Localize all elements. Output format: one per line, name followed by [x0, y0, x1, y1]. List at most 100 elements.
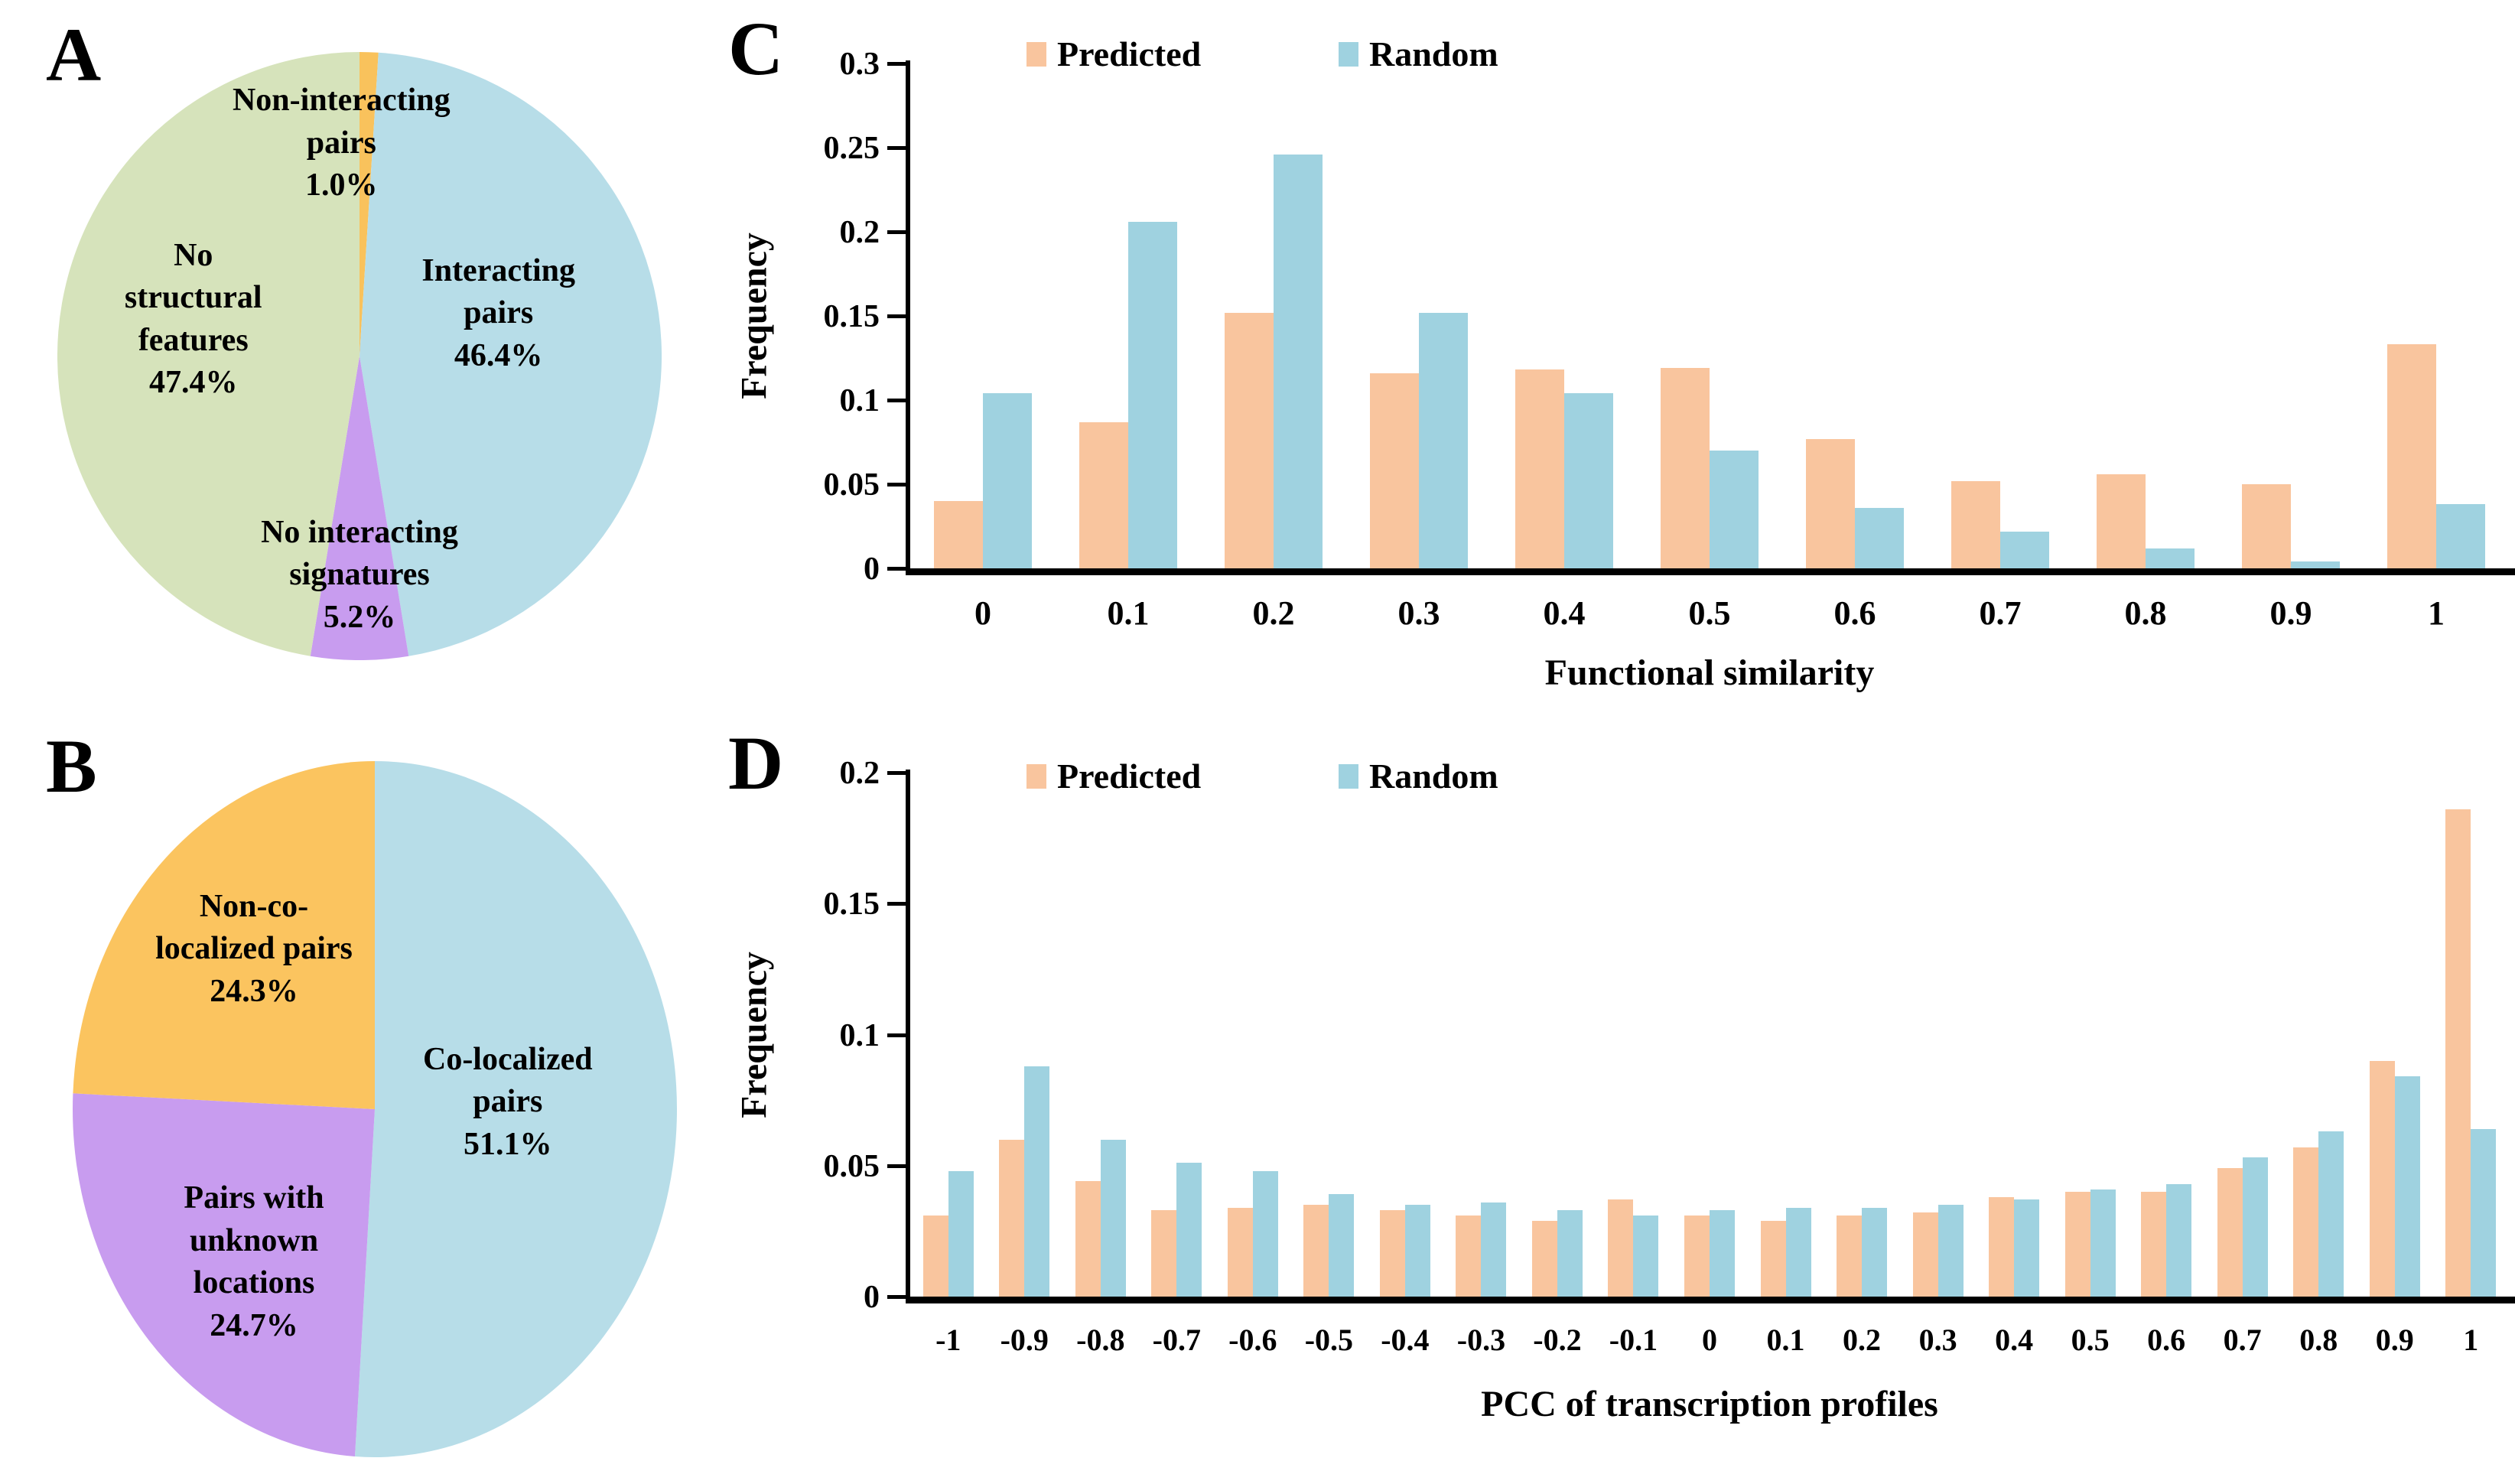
- bar-random-1: [2436, 504, 2485, 568]
- bar-predicted-0-6: [1806, 438, 1855, 568]
- legend-label-random: Random: [1369, 757, 1498, 796]
- pie-label-line: pairs: [473, 1084, 543, 1120]
- bar-random-0-1: [1128, 221, 1177, 568]
- pie-label-no-interacting-signatures-5-2: No interacting signatures 5.2%: [261, 512, 458, 639]
- panel-label-d: D: [728, 721, 784, 805]
- x-tick-label: 0.4: [1543, 594, 1586, 632]
- x-tick-label: 0: [1702, 1323, 1717, 1357]
- x-tick-label: 0: [974, 594, 991, 632]
- x-tick-label: -0.3: [1456, 1323, 1506, 1357]
- pie-label-non-interacting-pairs-1-0: Non-interacting pairs 1.0%: [233, 80, 451, 207]
- y-tick-label: 0.15: [823, 887, 880, 923]
- pie-label-line: unknown: [189, 1222, 319, 1258]
- pie-label-line: 5.2%: [323, 599, 396, 635]
- x-tick-label: 1: [2463, 1323, 2479, 1357]
- pie-b-svg: [73, 761, 677, 1457]
- bar-predicted-0-2: [1225, 312, 1274, 568]
- bar-random-0-2: [1274, 154, 1323, 568]
- bar-predicted-0-7: [2217, 1168, 2243, 1297]
- pie-label-line: structural: [124, 280, 262, 316]
- y-axis-line: [906, 60, 910, 568]
- y-tick-mark: [887, 1033, 907, 1037]
- pie-label-line: locations: [193, 1265, 315, 1301]
- y-tick-mark: [887, 1295, 907, 1299]
- bar-random-0-7: [1176, 1163, 1202, 1297]
- x-axis-line: [906, 568, 2515, 575]
- bar-predicted-1: [2445, 809, 2471, 1297]
- bar-random-0-3: [1419, 312, 1468, 568]
- legend-label-predicted: Predicted: [1057, 34, 1202, 73]
- bar-random-0-4: [1564, 393, 1613, 568]
- pie-label-line: pairs: [464, 295, 534, 331]
- x-tick-label: 0.5: [1688, 594, 1731, 632]
- x-axis-line: [906, 1297, 2515, 1303]
- bar-predicted-0-7: [1951, 480, 2000, 568]
- y-tick-mark: [887, 314, 907, 318]
- pie-label-line: 24.7%: [210, 1307, 298, 1343]
- bar-predicted-0: [1684, 1215, 1710, 1297]
- legend-swatch-random: [1339, 42, 1358, 67]
- bar-predicted-0-3: [1456, 1215, 1482, 1297]
- pie-chart-interacting-pairs: Non-interacting pairs 1.0% Interacting pairs…: [57, 52, 662, 660]
- bar-predicted-0-4: [1379, 1209, 1405, 1297]
- bar-predicted-0-1: [1608, 1199, 1634, 1297]
- bar-random-0-4: [2014, 1199, 2040, 1297]
- bar-predicted-0-3: [1370, 373, 1419, 568]
- bar-random-0-9: [2394, 1076, 2420, 1297]
- legend-item-random: Random: [1339, 759, 1498, 794]
- pie-label-line: 24.3%: [210, 973, 298, 1009]
- panel-label-b: B: [46, 724, 97, 809]
- bar-predicted-0-5: [1661, 368, 1710, 568]
- bar-random-0-7: [2242, 1157, 2268, 1297]
- pie-chart-localization: Non-co-localized pairs 24.3% Co-localized p…: [73, 761, 677, 1457]
- bar-predicted-0: [934, 501, 983, 568]
- x-tick-label: -0.9: [1000, 1323, 1049, 1357]
- y-tick-mark: [887, 902, 907, 906]
- y-tick-label: 0.3: [839, 47, 880, 82]
- y-tick-label: 0.05: [823, 1148, 880, 1184]
- panel-label-a: A: [46, 12, 102, 97]
- pie-label-line: localized pairs: [155, 930, 353, 966]
- pie-label-line: Non-interacting: [232, 83, 451, 119]
- y-tick-label: 0.25: [823, 131, 880, 166]
- bar-predicted-0-8: [2097, 474, 2146, 568]
- panel-label-c: C: [728, 6, 784, 91]
- x-tick-label: -0.2: [1533, 1323, 1582, 1357]
- bar-predicted-0-4: [1515, 369, 1564, 568]
- bar-random-0-5: [2090, 1189, 2116, 1297]
- x-tick-label: 0.2: [1252, 594, 1295, 632]
- pie-label-line: 51.1%: [464, 1126, 552, 1162]
- bar-random-0-9: [1024, 1066, 1050, 1297]
- bar-predicted-0-1: [1760, 1220, 1786, 1297]
- bar-random-0-3: [1937, 1205, 1964, 1297]
- bar-predicted-0-3: [1912, 1212, 1938, 1297]
- bar-random-0-6: [1855, 507, 1904, 568]
- y-tick-mark: [887, 771, 907, 775]
- x-tick-label: -0.7: [1152, 1323, 1201, 1357]
- bar-random-0-1: [1785, 1207, 1811, 1297]
- x-tick-label: 0.1: [1766, 1323, 1805, 1357]
- y-tick-label: 0.1: [839, 383, 880, 418]
- pie-label-line: 1.0%: [305, 167, 378, 203]
- x-tick-label: 0.3: [1397, 594, 1440, 632]
- x-axis-title: PCC of transcription profiles: [1481, 1384, 1938, 1424]
- pie-a-svg: [57, 52, 662, 660]
- x-tick-label: 0.1: [1107, 594, 1150, 632]
- bar-predicted-0-9: [2242, 484, 2291, 568]
- bar-predicted-0-2: [1531, 1220, 1557, 1297]
- bar-predicted-0-1: [1079, 421, 1128, 568]
- y-tick-mark: [887, 399, 907, 402]
- x-tick-label: 0.9: [2269, 594, 2312, 632]
- bar-chart-pcc-transcription: 0 0.05 0.1 0.15 0.2 Frequency -1 -0.9 -0.8 -0.7 -0…: [727, 727, 2515, 1484]
- x-tick-label: 0.7: [2223, 1323, 2262, 1357]
- legend-label-random: Random: [1369, 34, 1498, 73]
- bar-random-0-1: [1633, 1215, 1659, 1297]
- x-tick-label: 0.9: [2375, 1323, 2414, 1357]
- legend-label-predicted: Predicted: [1057, 757, 1202, 796]
- pie-label-pairs-with-unknown-locations-24-7: Pairs with unknown locations 24.7%: [184, 1177, 324, 1347]
- bar-predicted-1: [2387, 344, 2436, 568]
- bar-random-0-8: [2318, 1131, 2344, 1297]
- x-tick-label: -1: [935, 1323, 961, 1357]
- y-tick-label: 0.2: [839, 756, 880, 791]
- x-tick-label: 0.7: [1979, 594, 2022, 632]
